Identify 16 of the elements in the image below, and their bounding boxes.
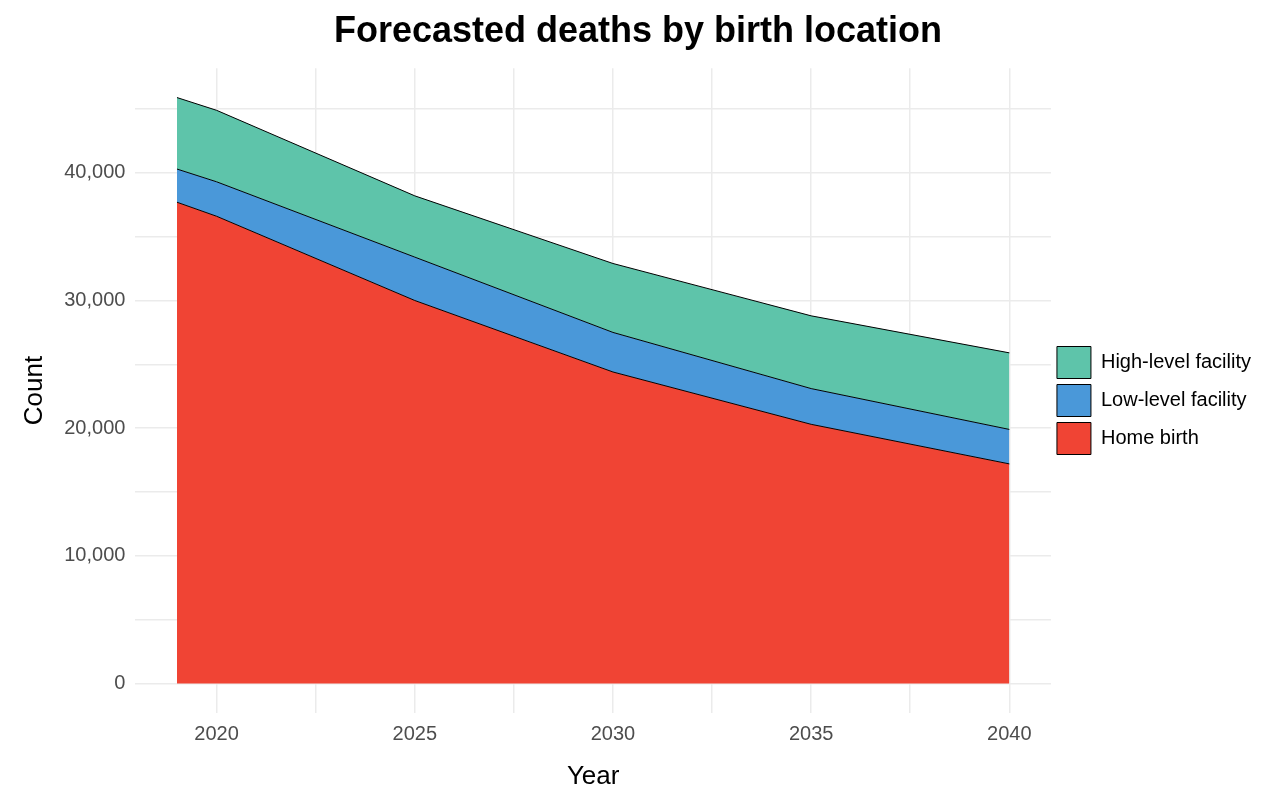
y-tick-label: 40,000: [64, 160, 126, 183]
y-tick-label: 0: [114, 670, 126, 693]
legend-label: High-level facility: [1100, 350, 1252, 373]
x-tick-label: 2030: [590, 722, 636, 745]
y-tick-label: 10,000: [64, 543, 126, 566]
legend-label: Home birth: [1100, 426, 1199, 449]
x-tick-label: 2020: [194, 722, 239, 745]
chart-title: Forecasted deaths by birth location: [333, 8, 943, 50]
x-tick-label: 2040: [987, 722, 1032, 745]
y-tick-label: 20,000: [64, 415, 126, 438]
y-tick-label: 30,000: [64, 288, 126, 311]
x-tick-label: 2025: [392, 722, 438, 745]
y-axis-title: Count: [17, 355, 48, 426]
x-axis-title: Year: [566, 759, 620, 790]
legend-label: Low-level facility: [1100, 388, 1247, 411]
x-tick-label: 2035: [788, 722, 834, 745]
